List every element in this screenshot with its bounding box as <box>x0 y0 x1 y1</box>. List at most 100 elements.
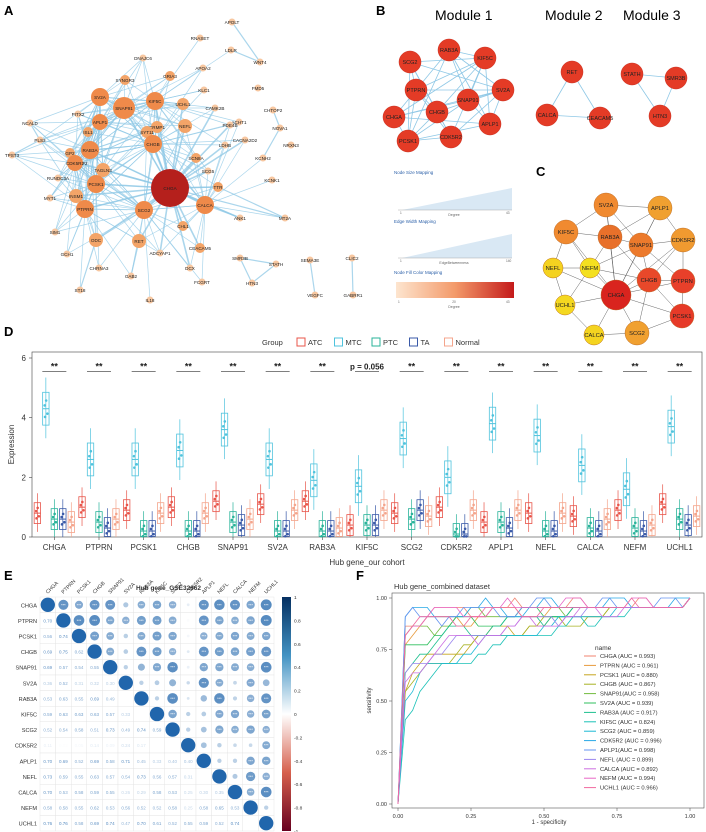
boxplot-point <box>126 511 130 515</box>
heatmap-star: *** <box>201 602 206 607</box>
module-2-node <box>535 103 559 127</box>
roc-y-label: sensitivity <box>367 687 373 713</box>
heatmap-circle <box>214 599 225 611</box>
heatmap-circle <box>259 816 274 831</box>
network-c-node <box>670 227 696 253</box>
network-a-edge <box>230 49 261 63</box>
heatmap-circle <box>168 616 177 625</box>
heatmap-value: 0.54 <box>121 774 130 779</box>
boxplot-sig-label: p = 0.056 <box>350 362 385 371</box>
network-a-edge <box>74 113 79 164</box>
heatmap-value: 0.69 <box>90 821 99 826</box>
network-a-edge <box>204 139 246 206</box>
network-a-node <box>139 54 147 62</box>
boxplot-point <box>276 524 280 528</box>
heatmap-scale-tick: -0.6 <box>294 782 303 788</box>
heatmap-row-label: CALCA <box>18 791 37 797</box>
network-a-node <box>186 264 194 272</box>
network-a-edge <box>66 162 76 255</box>
network-a-node <box>92 114 108 130</box>
boxplot-point <box>224 433 228 436</box>
heatmap-star: *** <box>264 618 269 623</box>
heatmap-circle <box>199 663 208 672</box>
network-a-node <box>151 121 163 133</box>
boxplot-point <box>392 517 396 520</box>
network-a-edge <box>143 143 154 211</box>
heatmap-circle <box>215 632 224 640</box>
heatmap-circle <box>167 661 178 673</box>
boxplot-point <box>373 528 376 532</box>
module-2-node-label: CEACAM5 <box>587 116 614 122</box>
network-a-node-label: TAGLN3 <box>94 168 112 173</box>
heatmap-value: 0.74 <box>137 728 146 733</box>
network-a-edge <box>89 149 145 211</box>
network-a-edge <box>11 121 101 156</box>
heatmap-circle <box>154 680 160 686</box>
network-a-node <box>8 151 16 159</box>
heatmap-circle <box>186 603 190 607</box>
heatmap-col-label: CHGA <box>45 580 60 595</box>
roc-y-tick-label: 0.50 <box>376 699 387 705</box>
heatmap-value: 0.69 <box>59 759 68 764</box>
heatmap-value: 0.52 <box>59 681 68 686</box>
network-a-node <box>236 214 244 222</box>
boxplot-category-label: KIF5C <box>356 543 379 552</box>
network-a-node <box>165 71 175 81</box>
boxplot-y-label: Expression <box>7 425 16 465</box>
boxplot-point <box>686 528 689 532</box>
boxplot-legend-key <box>409 337 418 347</box>
boxplot-point <box>635 529 638 533</box>
network-a-node-label: APOLT <box>225 20 240 25</box>
network-a-node-label: CEACAM5 <box>189 246 212 251</box>
heatmap-value: 0.11 <box>44 743 53 748</box>
network-a-edge <box>11 149 91 156</box>
module-3-node-label: STATH <box>623 72 640 78</box>
boxplot-point <box>105 531 108 535</box>
boxplot-box <box>103 517 112 537</box>
network-c-node <box>553 219 579 245</box>
boxplot-point <box>582 469 585 472</box>
boxplot-point <box>605 523 608 526</box>
network-c-node-label: SNAP91 <box>630 243 652 249</box>
boxplot-point <box>402 429 405 432</box>
module-2-node <box>560 60 584 84</box>
heatmap-value: 0.65 <box>215 806 224 811</box>
boxplot-category-label: CDK5R2 <box>441 543 473 552</box>
network-a-edge <box>95 143 154 185</box>
heatmap-circle <box>260 599 272 611</box>
heatmap-star: *** <box>233 618 238 623</box>
heatmap-circle <box>246 788 255 796</box>
boxplot-point <box>500 515 503 519</box>
heatmap-circle <box>262 741 271 750</box>
boxplot-point <box>649 521 653 525</box>
network-a-edge <box>99 96 186 127</box>
boxplot-x-label: Hub gene_our cohort <box>329 558 405 567</box>
heatmap-star: *** <box>264 774 269 779</box>
heatmap-circle <box>152 647 162 657</box>
boxplot-point <box>515 514 519 517</box>
network-a-node-label: ISL1 <box>83 130 93 135</box>
boxplot-sig-label: ** <box>676 361 684 371</box>
heatmap-circle <box>198 677 209 688</box>
heatmap-circle <box>201 711 207 717</box>
heatmap-circle <box>106 647 115 656</box>
heatmap-cell <box>133 706 150 723</box>
heatmap-circle <box>215 709 224 719</box>
boxplot-point <box>284 534 287 538</box>
roc-x-tick-label: 0.75 <box>612 814 623 820</box>
boxplot-point <box>106 521 110 525</box>
boxplot-point <box>152 532 155 536</box>
boxplot-point <box>669 433 672 437</box>
heatmap-star: *** <box>233 665 238 670</box>
heatmap-circle <box>165 722 180 737</box>
module-1-node-label: SV2A <box>496 88 510 94</box>
boxplot-category-label: NEFL <box>535 543 556 552</box>
heatmap-value: 0.51 <box>90 728 99 733</box>
boxplot-point <box>571 520 574 523</box>
boxplot-category-label: RAB3A <box>309 543 336 552</box>
heatmap-star: *** <box>264 634 269 639</box>
boxplot-point <box>427 509 431 513</box>
heatmap-row-label: CHGB <box>21 650 37 656</box>
boxplot-point <box>238 521 242 525</box>
heatmap-value: 0.59 <box>199 821 208 826</box>
